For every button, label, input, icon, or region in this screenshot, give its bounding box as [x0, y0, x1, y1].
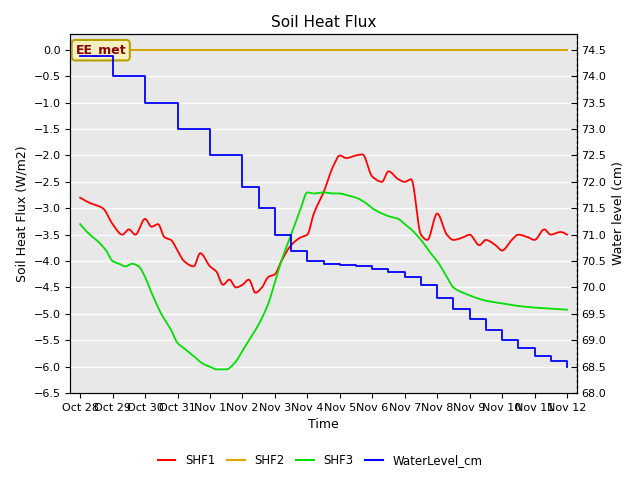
Text: EE_met: EE_met — [76, 44, 126, 57]
Title: Soil Heat Flux: Soil Heat Flux — [271, 15, 376, 30]
Y-axis label: Soil Heat Flux (W/m2): Soil Heat Flux (W/m2) — [15, 145, 28, 282]
Y-axis label: Water level (cm): Water level (cm) — [612, 162, 625, 265]
X-axis label: Time: Time — [308, 419, 339, 432]
Legend: SHF1, SHF2, SHF3, WaterLevel_cm: SHF1, SHF2, SHF3, WaterLevel_cm — [153, 449, 487, 472]
